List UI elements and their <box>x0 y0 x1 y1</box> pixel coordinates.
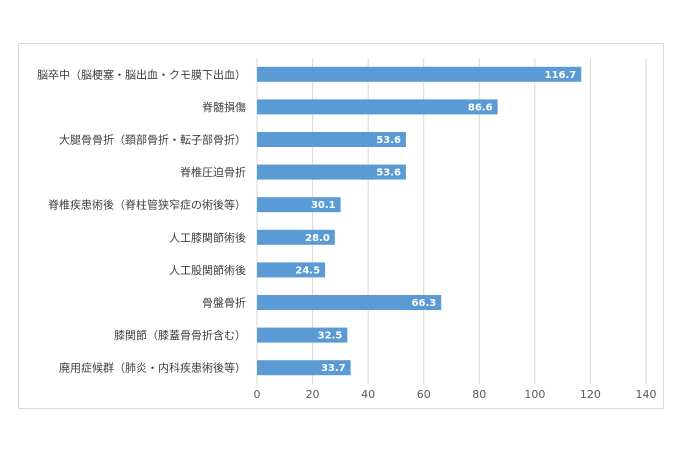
category-label: 大腿骨骨折（頚部骨折・転子部骨折） <box>59 133 246 147</box>
category-label: 人工股関節術後 <box>169 263 246 277</box>
bar <box>257 197 341 213</box>
x-tick-label: 140 <box>636 388 657 401</box>
category-label: 脊椎圧迫骨折 <box>180 165 246 179</box>
x-tick-label: 80 <box>472 388 486 401</box>
category-label: 膝関節（膝蓋骨骨折含む） <box>114 328 246 342</box>
bar <box>257 99 498 115</box>
x-tick-label: 120 <box>580 388 601 401</box>
category-label: 脊椎疾患術後（脊柱管狭窄症の術後等） <box>48 198 246 212</box>
x-axis-tick-labels: 0 20 40 60 80 100 120 140 <box>254 388 657 401</box>
bar-data-label: 86.6 <box>468 102 493 113</box>
category-label: 脳卒中（脳梗塞・脳出血・クモ膜下出血） <box>37 67 246 81</box>
bar <box>257 327 348 343</box>
category-label: 脊髄損傷 <box>202 100 246 114</box>
bar-data-label: 33.7 <box>321 363 346 374</box>
bar <box>257 229 335 245</box>
bar-chart: 116.7 86.6 53.6 53.6 30.1 28.0 24.5 66.3 32.5 33.… <box>37 58 657 401</box>
category-label: 人工膝関節術後 <box>169 230 246 244</box>
bar <box>257 295 442 310</box>
bar-data-label: 24.5 <box>295 265 320 276</box>
x-tick-label: 0 <box>254 388 261 401</box>
bar <box>257 164 406 180</box>
bar-data-label: 28.0 <box>305 233 330 244</box>
bar <box>257 262 326 278</box>
bar-data-label: 66.3 <box>412 298 437 309</box>
bar-data-label: 53.6 <box>376 168 401 179</box>
bar-data-label: 32.5 <box>318 331 343 342</box>
bars: 116.7 86.6 53.6 53.6 30.1 28.0 24.5 66.3 32.5 33.… <box>257 66 582 376</box>
x-tick-label: 60 <box>417 388 431 401</box>
category-label: 廃用症候群（肺炎・内科疾患術後等） <box>59 361 246 375</box>
x-tick-label: 20 <box>306 388 320 401</box>
bar-data-label: 30.1 <box>311 200 336 211</box>
bar <box>257 132 406 147</box>
bar <box>257 360 351 376</box>
category-label: 骨盤骨折 <box>202 296 246 310</box>
bar-data-label: 53.6 <box>376 135 401 146</box>
category-labels: 脳卒中（脳梗塞・脳出血・クモ膜下出血） 脊髄損傷大腿骨骨折（頚部骨折・転子部骨折）… <box>37 67 246 374</box>
bar <box>257 66 582 82</box>
chart-area: 116.7 86.6 53.6 53.6 30.1 28.0 24.5 66.3 32.5 33.… <box>18 43 664 409</box>
bar-data-label: 116.7 <box>545 70 577 81</box>
x-tick-label: 40 <box>361 388 375 401</box>
x-tick-label: 100 <box>524 388 545 401</box>
